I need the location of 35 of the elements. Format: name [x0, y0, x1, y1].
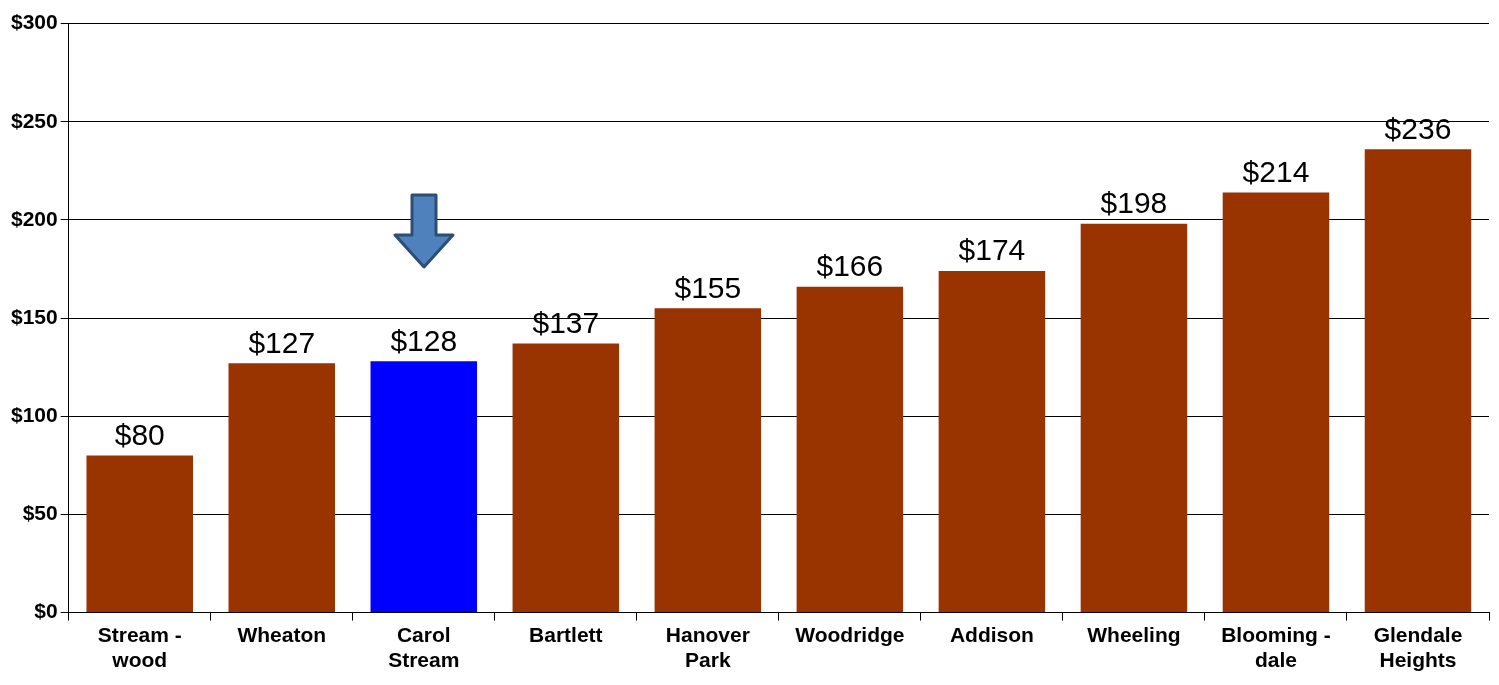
- bar: [654, 308, 762, 613]
- data-label: $198: [1100, 186, 1168, 220]
- data-label: $166: [816, 248, 884, 282]
- x-tick-label: Wheeling: [1087, 623, 1181, 646]
- x-tick-label: Woodridge: [795, 623, 905, 646]
- bar: [938, 270, 1046, 613]
- x-tick-label: Stream - wood: [97, 623, 182, 672]
- y-tick-label: $50: [22, 501, 58, 525]
- y-tick-label: $300: [11, 10, 58, 34]
- bar: [512, 343, 620, 613]
- y-tick-label: $100: [11, 403, 58, 427]
- x-tick-label: Wheaton: [237, 623, 327, 646]
- x-tick-label: Carol Stream: [388, 623, 460, 672]
- y-tick-label: $150: [11, 304, 58, 328]
- data-label: $155: [674, 270, 742, 304]
- x-tick-label: Blooming - dale: [1221, 623, 1331, 672]
- bar: [228, 363, 336, 613]
- bar: [1222, 192, 1330, 613]
- x-tick-label: Hanover Park: [665, 623, 750, 672]
- bar: [1364, 149, 1472, 613]
- data-label: $127: [248, 325, 316, 359]
- data-label: $174: [958, 233, 1026, 267]
- data-label: $128: [390, 323, 458, 357]
- x-tick-label: Addison: [949, 623, 1034, 646]
- data-label: $214: [1242, 154, 1310, 188]
- bar: [1080, 223, 1188, 613]
- bar: [370, 361, 478, 613]
- y-tick-label: $0: [34, 599, 58, 623]
- data-label: $80: [114, 417, 165, 451]
- bar: [796, 286, 904, 613]
- x-tick-label: Glendale Heights: [1373, 623, 1463, 672]
- x-tick-label: Bartlett: [529, 623, 603, 646]
- bar: [86, 455, 193, 613]
- y-tick-label: $250: [11, 108, 58, 132]
- y-tick-label: $200: [11, 206, 58, 230]
